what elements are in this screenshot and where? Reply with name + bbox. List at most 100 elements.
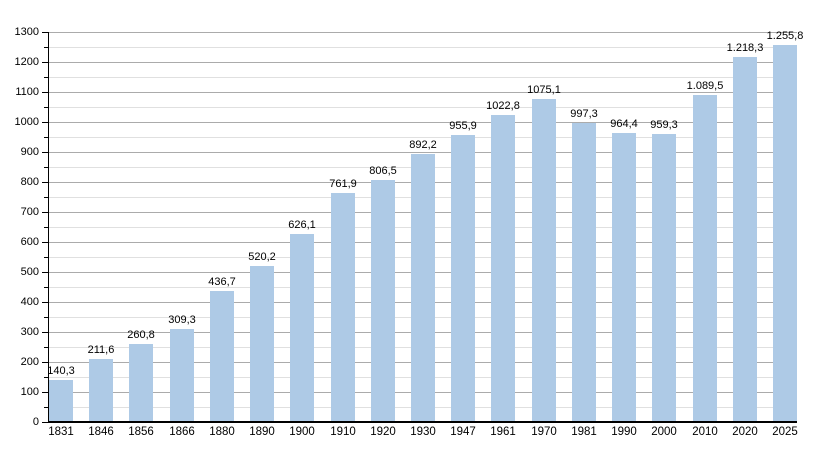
y-axis-tick: [42, 32, 48, 33]
y-axis-tick: [42, 122, 48, 123]
y-tick-label: 1000: [14, 116, 39, 128]
bar: [652, 134, 676, 422]
y-axis-tick: [42, 182, 48, 183]
x-tick-label: 1856: [128, 426, 154, 438]
gridline-minor: [49, 137, 797, 138]
y-axis-tick: [44, 347, 48, 348]
bar-value-label: 964,4: [610, 118, 638, 130]
y-tick-label: 500: [20, 266, 39, 278]
y-axis-tick: [42, 92, 48, 93]
bar-value-label: 309,3: [168, 314, 196, 326]
y-axis-tick: [44, 137, 48, 138]
y-tick-label: 100: [20, 386, 39, 398]
bar: [210, 291, 234, 422]
bar: [733, 57, 757, 422]
x-tick-label: 1920: [370, 426, 396, 438]
x-tick-label: 2020: [732, 426, 758, 438]
bar-value-label: 806,5: [369, 165, 397, 177]
x-tick-label: 1866: [169, 426, 195, 438]
x-tick-label: 2000: [651, 426, 677, 438]
x-tick-label: 1846: [88, 426, 114, 438]
y-tick-label: 1100: [15, 86, 39, 98]
y-axis-tick: [44, 197, 48, 198]
gridline-major: [49, 32, 797, 33]
bar-value-label: 211,6: [87, 344, 115, 356]
y-tick-label: 300: [20, 326, 39, 338]
y-axis-tick: [42, 392, 48, 393]
gridline-major: [49, 62, 797, 63]
y-axis-tick: [42, 302, 48, 303]
bar: [612, 133, 636, 422]
x-tick-label: 2025: [772, 426, 798, 438]
gridline-minor: [49, 107, 797, 108]
bar-value-label: 892,2: [409, 139, 437, 151]
y-tick-label: 600: [20, 236, 39, 248]
gridline-minor: [49, 77, 797, 78]
gridline-major: [49, 152, 797, 153]
y-tick-label: 1200: [14, 56, 39, 68]
bar: [89, 359, 113, 422]
y-axis-tick: [44, 47, 48, 48]
bar-value-label: 1022,8: [486, 100, 520, 112]
y-tick-label: 900: [20, 146, 39, 158]
y-axis-tick: [42, 152, 48, 153]
x-tick-label: 1900: [289, 426, 315, 438]
bar: [290, 234, 314, 422]
x-tick-label: 1831: [48, 426, 74, 438]
bar-value-label: 1075,1: [527, 84, 561, 96]
y-axis-tick: [44, 107, 48, 108]
bar-value-label: 959,3: [650, 119, 678, 131]
x-axis-line: [48, 421, 797, 423]
y-axis-tick: [42, 242, 48, 243]
bar-value-label: 626,1: [288, 219, 316, 231]
y-tick-label: 1300: [14, 26, 39, 38]
bar-value-label: 520,2: [248, 251, 276, 263]
x-tick-label: 2010: [692, 426, 718, 438]
y-axis-line: [48, 32, 49, 422]
bar-value-label: 140,3: [47, 365, 75, 377]
y-axis-tick: [44, 407, 48, 408]
bar-value-label: 997,3: [570, 108, 598, 120]
bar-value-label: 436,7: [208, 276, 236, 288]
x-tick-label: 1961: [490, 426, 516, 438]
y-tick-label: 0: [32, 416, 39, 428]
bar: [250, 266, 274, 422]
y-axis-tick: [44, 287, 48, 288]
bar: [170, 329, 194, 422]
y-axis-tick: [42, 272, 48, 273]
bar-value-label: 761,9: [329, 178, 357, 190]
x-tick-label: 1930: [410, 426, 436, 438]
x-tick-label: 1947: [450, 426, 476, 438]
bar-value-label: 955,9: [449, 120, 477, 132]
bar: [491, 115, 515, 422]
bar: [129, 344, 153, 422]
gridline-minor: [49, 47, 797, 48]
bar: [411, 154, 435, 422]
y-tick-label: 200: [20, 356, 39, 368]
x-tick-label: 1990: [611, 426, 637, 438]
y-axis-tick: [42, 212, 48, 213]
bar: [572, 123, 596, 422]
gridline-major: [49, 92, 797, 93]
bar-value-label: 260,8: [127, 329, 155, 341]
y-axis-tick: [42, 62, 48, 63]
bar: [49, 380, 73, 422]
x-tick-label: 1910: [330, 426, 356, 438]
y-tick-label: 700: [20, 206, 39, 218]
y-axis-tick: [44, 317, 48, 318]
x-tick-label: 1890: [249, 426, 275, 438]
y-axis-tick: [42, 332, 48, 333]
y-axis-tick: [44, 167, 48, 168]
bar: [693, 95, 717, 422]
y-tick-label: 800: [20, 176, 39, 188]
y-axis-tick: [42, 422, 48, 423]
bar: [331, 193, 355, 422]
x-tick-label: 1981: [571, 426, 597, 438]
y-axis-tick: [44, 227, 48, 228]
bar-value-label: 1.089,5: [686, 80, 724, 92]
bar: [451, 135, 475, 422]
bar-value-label: 1.255,8: [766, 30, 804, 42]
bar: [773, 45, 797, 422]
x-tick-label: 1970: [531, 426, 557, 438]
